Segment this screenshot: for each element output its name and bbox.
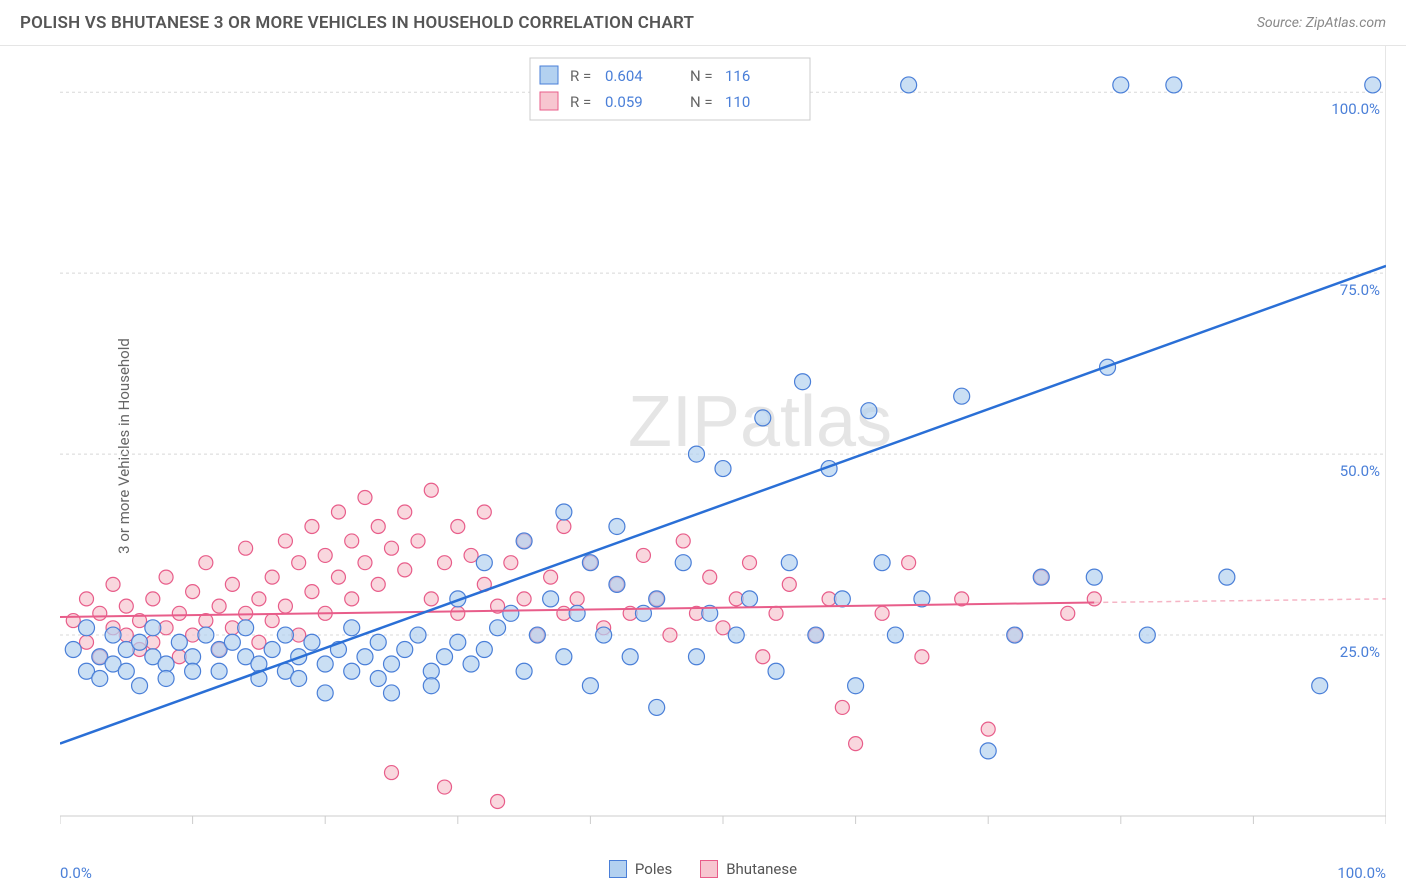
- chart-title: POLISH VS BHUTANESE 3 OR MORE VEHICLES I…: [20, 13, 694, 33]
- svg-text:25.0%: 25.0%: [1340, 643, 1380, 661]
- scatter-chart-svg: 25.0%50.0%75.0%100.0% ZIPatlas R =0.604N…: [60, 46, 1386, 846]
- svg-text:116: 116: [725, 67, 750, 85]
- svg-text:N =: N =: [690, 93, 713, 111]
- chart-plot-area: 25.0%50.0%75.0%100.0% ZIPatlas R =0.604N…: [60, 46, 1386, 846]
- svg-text:75.0%: 75.0%: [1340, 281, 1380, 299]
- legend-label-poles: Poles: [635, 860, 672, 878]
- svg-text:50.0%: 50.0%: [1340, 462, 1380, 480]
- chart-footer-legend: Poles Bhutanese: [0, 846, 1406, 892]
- legend-label-bhutanese: Bhutanese: [726, 860, 797, 878]
- svg-text:110: 110: [725, 93, 750, 111]
- svg-text:R =: R =: [570, 93, 591, 111]
- svg-text:0.059: 0.059: [605, 93, 643, 111]
- chart-header: POLISH VS BHUTANESE 3 OR MORE VEHICLES I…: [0, 0, 1406, 46]
- trend-lines: [60, 266, 1386, 744]
- stats-legend-box: R = 0.604 N = 116 R = 0.059 N = 110: [530, 58, 810, 120]
- legend-swatch-bhutanese: [700, 860, 718, 878]
- legend-item-bhutanese: Bhutanese: [700, 860, 797, 878]
- legend-swatch-poles: [609, 860, 627, 878]
- svg-text:0.604: 0.604: [605, 67, 643, 85]
- legend-item-poles: Poles: [609, 860, 672, 878]
- svg-text:N =: N =: [690, 67, 713, 85]
- svg-text:100.0%: 100.0%: [1331, 100, 1380, 118]
- svg-text:R =: R =: [570, 67, 591, 85]
- chart-source: Source: ZipAtlas.com: [1257, 15, 1386, 31]
